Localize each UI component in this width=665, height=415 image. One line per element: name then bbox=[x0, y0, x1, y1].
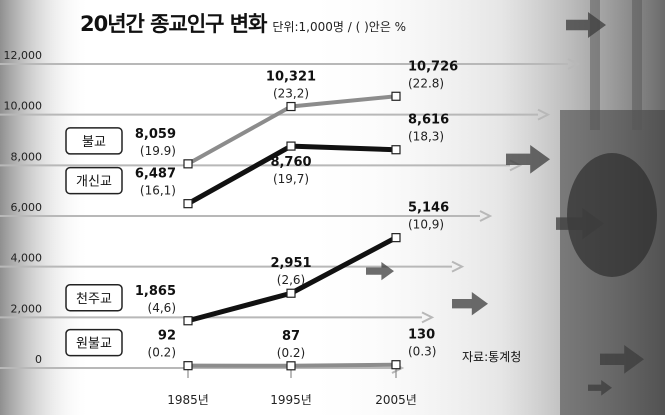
data-point bbox=[391, 91, 401, 101]
y-tick-label: 2,000 bbox=[11, 302, 43, 315]
data-label: 5,146 bbox=[408, 201, 449, 216]
data-label: 8,616 bbox=[408, 113, 449, 128]
data-label: 130 bbox=[408, 328, 435, 343]
y-tick-label: 0 bbox=[35, 353, 42, 366]
data-label-percent: (0.2) bbox=[148, 346, 176, 360]
gridline-arrowhead bbox=[537, 108, 551, 121]
data-label: 87 bbox=[282, 329, 300, 344]
series-label-box bbox=[65, 166, 123, 195]
decorative-arrow-icon bbox=[600, 345, 644, 374]
data-label: 10,321 bbox=[266, 70, 316, 85]
data-point bbox=[286, 141, 296, 151]
data-point bbox=[183, 316, 193, 326]
source-note: 자료:통계청 bbox=[462, 350, 522, 364]
data-label-percent: (18,3) bbox=[408, 130, 444, 144]
decorative-arrow-icon bbox=[452, 292, 488, 316]
data-point bbox=[183, 361, 193, 371]
data-point bbox=[183, 199, 193, 209]
series-label: 원불교 bbox=[76, 337, 112, 352]
y-tick-label: 6,000 bbox=[11, 201, 43, 214]
data-point bbox=[391, 360, 401, 370]
data-label-percent: (23,2) bbox=[273, 87, 309, 101]
data-label: 2,951 bbox=[270, 256, 311, 271]
data-label: 8,059 bbox=[135, 127, 176, 142]
gridline-arrowhead bbox=[479, 210, 493, 222]
data-label-percent: (10,9) bbox=[408, 218, 444, 232]
chart-title: 20년간 종교인구 변화 bbox=[80, 12, 267, 36]
data-label: 92 bbox=[158, 329, 176, 344]
series-label: 천주교 bbox=[76, 292, 112, 307]
data-label-percent: (22.8) bbox=[408, 76, 444, 90]
series-label-box bbox=[65, 284, 123, 312]
data-label-percent: (19.9) bbox=[140, 144, 176, 158]
y-tick-label: 12,000 bbox=[4, 49, 43, 62]
data-label: 6,487 bbox=[135, 167, 176, 182]
data-label-percent: (19,7) bbox=[273, 172, 309, 186]
data-point bbox=[286, 361, 296, 371]
decorative-arrow-icon bbox=[566, 12, 606, 38]
data-point bbox=[183, 159, 193, 169]
data-point bbox=[286, 288, 296, 298]
data-label-percent: (0.3) bbox=[408, 345, 436, 359]
x-tick-label: 1985년 bbox=[167, 393, 209, 407]
data-label: 10,726 bbox=[408, 59, 458, 74]
data-label: 1,865 bbox=[135, 284, 176, 299]
data-label-percent: (4,6) bbox=[148, 301, 176, 315]
series-label: 불교 bbox=[82, 135, 106, 150]
series-label: 개신교 bbox=[76, 175, 112, 190]
decorative-arrow-icon bbox=[556, 208, 604, 240]
x-tick-label: 2005년 bbox=[375, 393, 417, 407]
data-point bbox=[286, 101, 296, 112]
y-tick-label: 4,000 bbox=[11, 252, 43, 265]
decorative-arrow-icon bbox=[588, 380, 612, 396]
data-label-percent: (2,6) bbox=[277, 273, 305, 287]
x-tick-label: 1995년 bbox=[270, 393, 312, 407]
data-point bbox=[391, 233, 401, 243]
title-block: 20년간 종교인구 변화 단위:1,000명 / ( )안은 % bbox=[80, 8, 406, 38]
gridline-arrowhead bbox=[567, 58, 581, 70]
data-point bbox=[391, 145, 401, 155]
series-label-box bbox=[65, 328, 123, 357]
data-label-percent: (0.2) bbox=[277, 346, 305, 360]
y-tick-label: 10,000 bbox=[4, 100, 43, 113]
decorative-arrow-icon bbox=[366, 262, 394, 281]
data-label-percent: (16,1) bbox=[140, 184, 176, 198]
chart-unit-note: 단위:1,000명 / ( )안은 % bbox=[272, 20, 407, 34]
data-label: 8,760 bbox=[270, 155, 311, 170]
gridline-arrowhead bbox=[421, 311, 435, 324]
gridline-arrowhead bbox=[451, 260, 465, 273]
decorative-arrow-icon bbox=[506, 145, 550, 174]
y-tick-label: 8,000 bbox=[11, 150, 43, 163]
series-label-box bbox=[65, 127, 123, 155]
